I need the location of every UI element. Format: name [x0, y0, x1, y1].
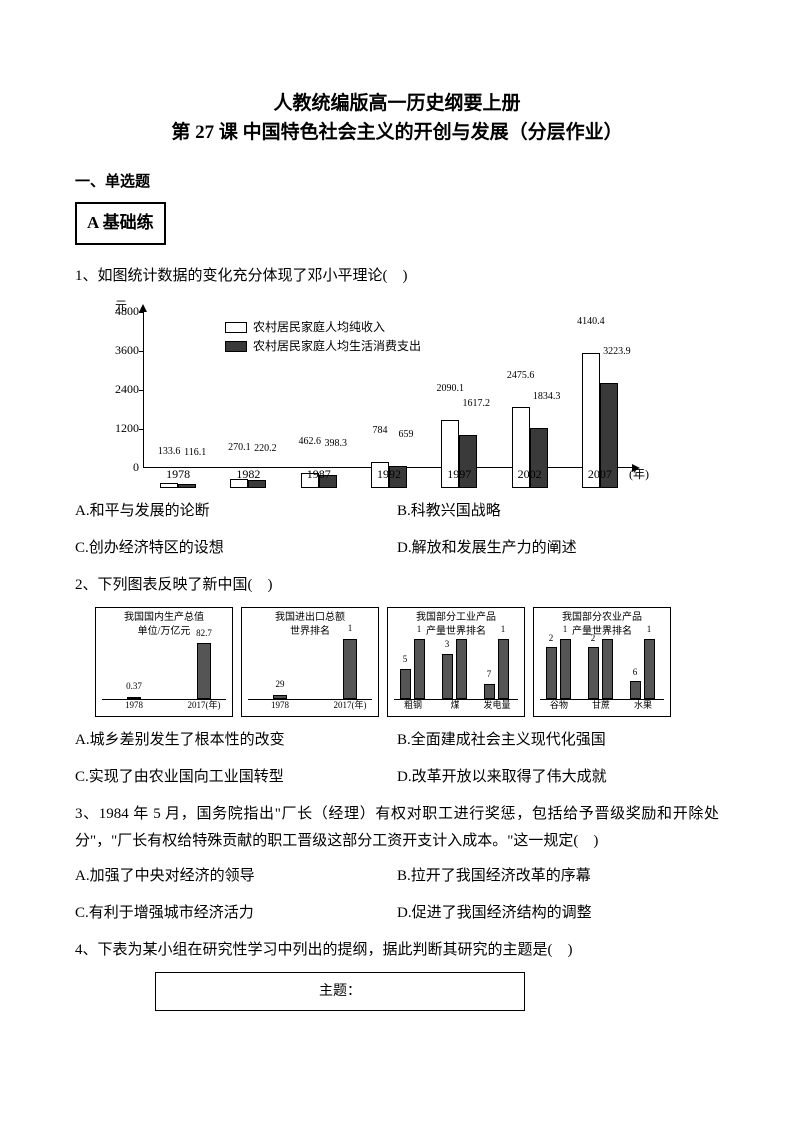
- chart1-value-b: 3223.9: [597, 343, 637, 361]
- q1-text: 1、如图统计数据的变化充分体现了邓小平理论( ): [75, 263, 719, 290]
- mini-chart-title2: 世界排名: [244, 626, 376, 638]
- q2-opt-c: C.实现了由农业国向工业国转型: [75, 764, 397, 791]
- chart1-xtick: 1992: [377, 464, 401, 486]
- q3-opt-b: B.拉开了我国经济改革的序幕: [397, 863, 719, 890]
- mini-bar-value: 1: [417, 621, 422, 637]
- mini-chart: 我国部分工业产品产量世界排名513171粗钢煤发电量: [387, 607, 525, 717]
- legend-swatch-a: [225, 322, 247, 333]
- chart1-value-b: 398.3: [316, 435, 356, 453]
- legend-b: 农村居民家庭人均生活消费支出: [253, 337, 421, 356]
- mini-group-label: 煤: [450, 697, 459, 713]
- theme-label: 主题：: [319, 984, 361, 999]
- mini-xlabel: 1978: [271, 697, 289, 713]
- mini-bar-value: 1: [647, 621, 652, 637]
- mini-bar-value: 1: [563, 621, 568, 637]
- mini-bar-value: 2: [591, 630, 596, 646]
- mini-bar-value: 6: [633, 664, 638, 680]
- mini-bar-value: 1: [501, 621, 506, 637]
- mini-chart-title1: 我国进出口总额: [244, 612, 376, 624]
- mini-chart: 我国国内生产总值单位/万亿元0.3782.719782017(年): [95, 607, 233, 717]
- chart1-xtick: 1982: [236, 464, 260, 486]
- chart1-value-b: 116.1: [175, 444, 215, 462]
- mini-group-label: 发电量: [483, 697, 510, 713]
- q2-opt-b: B.全面建成社会主义现代化强国: [397, 727, 719, 754]
- q3-opt-c: C.有利于增强城市经济活力: [75, 900, 397, 927]
- chart1-x-unit: (年): [629, 464, 649, 486]
- chart1-xtick: 2002: [518, 464, 542, 486]
- mini-bar-value: 29: [276, 676, 285, 692]
- mini-xlabel: 1978: [125, 697, 143, 713]
- mini-bar-value: 0.37: [126, 678, 142, 694]
- q1-opt-a: A.和平与发展的论断: [75, 498, 397, 525]
- q3-opt-a: A.加强了中央对经济的领导: [75, 863, 397, 890]
- chart1-ytick: 1200: [105, 418, 139, 440]
- q2-text: 2、下列图表反映了新中国( ): [75, 572, 719, 599]
- chart1-xtick: 2007: [588, 464, 612, 486]
- chart1-value-b: 659: [386, 426, 426, 444]
- mini-bar-value: 1: [605, 621, 610, 637]
- q3-text: 3、1984 年 5 月，国务院指出"厂长（经理）有权对职工进行奖惩，包括给予晋…: [75, 801, 719, 855]
- mini-bar-value: 3: [445, 636, 450, 652]
- mini-bar-value: 1: [348, 620, 353, 636]
- q1-opt-d: D.解放和发展生产力的阐述: [397, 535, 719, 562]
- mini-xlabel: 2017(年): [334, 697, 367, 713]
- mini-plot: 0.3782.7: [102, 640, 226, 700]
- mini-chart: 我国进出口总额世界排名29119782017(年): [241, 607, 379, 717]
- chart1-value-a: 4140.4: [571, 313, 611, 331]
- mini-chart-row: 我国国内生产总值单位/万亿元0.3782.719782017(年)我国进出口总额…: [95, 607, 719, 717]
- mini-group-label: 甘蔗: [592, 697, 610, 713]
- mini-group-label: 粗钢: [404, 697, 422, 713]
- mini-plot: 212161: [540, 640, 664, 700]
- legend-a: 农村居民家庭人均纯收入: [253, 318, 385, 337]
- mini-bar-value: 1: [459, 621, 464, 637]
- chart1-ytick: 4800: [105, 301, 139, 323]
- mini-bar-value: 7: [487, 666, 492, 682]
- mini-bar-value: 82.7: [196, 625, 212, 641]
- y-arrow-icon: [139, 304, 147, 312]
- section-heading: 一、单选题: [75, 169, 719, 196]
- q3-opt-d: D.促进了我国经济结构的调整: [397, 900, 719, 927]
- practice-level-box: A 基础练: [75, 202, 166, 245]
- legend-swatch-b: [225, 341, 247, 352]
- q2-opt-d: D.改革开放以来取得了伟大成就: [397, 764, 719, 791]
- chart1-ytick: 3600: [105, 340, 139, 362]
- chart1-container: 元 农村居民家庭人均纯收入 农村居民家庭人均生活消费支出 01200240036…: [95, 298, 650, 488]
- mini-plot: 291: [248, 640, 372, 700]
- chart1-xtick: 1997: [447, 464, 471, 486]
- chart1-ytick: 0: [105, 457, 139, 479]
- mini-group-label: 谷物: [550, 697, 568, 713]
- mini-bar-value: 5: [403, 651, 408, 667]
- page-title-2: 第 27 课 中国特色社会主义的开创与发展（分层作业）: [75, 119, 719, 148]
- mini-bar-value: 2: [549, 630, 554, 646]
- theme-box: 主题：: [155, 972, 525, 1011]
- chart1-xtick: 1978: [166, 464, 190, 486]
- chart1-xtick: 1987: [307, 464, 331, 486]
- chart1-value-b: 1834.3: [527, 388, 567, 406]
- chart1-value-b: 220.2: [245, 440, 285, 458]
- mini-xlabel: 2017(年): [188, 697, 221, 713]
- q1-opt-c: C.创办经济特区的设想: [75, 535, 397, 562]
- mini-chart: 我国部分农业产品产量世界排名212161谷物甘蔗水果: [533, 607, 671, 717]
- q4-text: 4、下表为某小组在研究性学习中列出的提纲，据此判断其研究的主题是( ): [75, 937, 719, 964]
- q2-opt-a: A.城乡差别发生了根本性的改变: [75, 727, 397, 754]
- chart1-ytick: 2400: [105, 379, 139, 401]
- chart1-legend: 农村居民家庭人均纯收入 农村居民家庭人均生活消费支出: [225, 318, 421, 356]
- page-title-1: 人教统编版高一历史纲要上册: [75, 90, 719, 119]
- q1-opt-b: B.科教兴国战略: [397, 498, 719, 525]
- mini-group-label: 水果: [634, 697, 652, 713]
- mini-chart-title1: 我国国内生产总值: [98, 612, 230, 624]
- mini-plot: 513171: [394, 640, 518, 700]
- chart1-value-a: 2475.6: [501, 367, 541, 385]
- chart1-value-b: 1617.2: [456, 395, 496, 413]
